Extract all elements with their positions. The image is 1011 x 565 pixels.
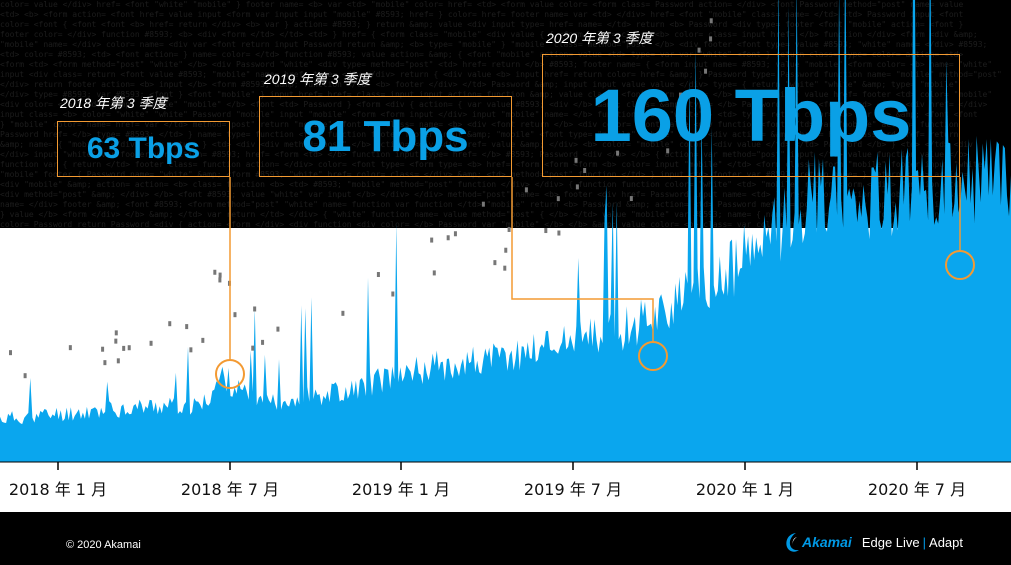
callout-2018-value: 63 Tbps: [86, 132, 201, 165]
x-tick-label: 2018 年 1 月: [9, 480, 107, 499]
callout-2020-value: 160 Tbps: [590, 74, 912, 157]
spike-marker: [233, 312, 237, 318]
spike-marker: [544, 228, 548, 234]
spike-marker: [114, 330, 118, 336]
adapt-text: Adapt: [929, 534, 964, 550]
spike-marker: [679, 92, 683, 98]
callout-2020-period: 2020 年第 3 季度: [546, 30, 653, 46]
spike-marker: [446, 235, 450, 241]
spike-marker: [556, 196, 560, 202]
spike-marker: [9, 350, 13, 356]
spike-marker: [583, 168, 587, 174]
spike-marker: [616, 150, 620, 156]
spike-marker: [704, 68, 708, 74]
peak-highlight-circle: [638, 341, 668, 371]
callout-connector: [511, 177, 654, 342]
spike-marker: [557, 230, 561, 236]
spike-marker: [189, 347, 193, 353]
brand-separator: |: [922, 534, 927, 550]
spike-marker: [218, 272, 222, 278]
peak-highlight-circle: [215, 359, 245, 389]
peak-highlight-circle: [945, 250, 975, 280]
x-tick-label: 2019 年 1 月: [352, 480, 450, 499]
spike-marker: [68, 345, 72, 351]
spike-marker: [629, 196, 633, 202]
spike-marker: [524, 187, 528, 193]
spike-marker: [251, 345, 255, 351]
spike-marker: [213, 269, 217, 275]
akamai-logo-icon: [786, 533, 799, 552]
x-tick-label: 2020 年 1 月: [696, 480, 794, 499]
spike-marker: [168, 321, 172, 327]
spike-marker: [114, 338, 118, 344]
callout-2019-box: 81 Tbps: [259, 96, 512, 177]
spike-marker: [101, 346, 105, 352]
traffic-area: [0, 0, 1011, 462]
copyright-text: © 2020 Akamai: [66, 539, 141, 551]
spike-marker: [574, 157, 578, 163]
spike-marker: [503, 265, 507, 271]
spike-marker: [697, 47, 701, 53]
spike-marker: [23, 373, 27, 379]
spike-marker: [481, 201, 485, 207]
x-tick-label: 2018 年 7 月: [181, 480, 279, 499]
spike-marker: [432, 270, 436, 276]
spike-marker: [709, 18, 713, 24]
spike-marker: [276, 326, 280, 332]
spike-marker: [493, 260, 497, 266]
spike-marker: [149, 340, 153, 346]
akamai-wordmark: Akamai: [802, 534, 852, 550]
spike-marker: [666, 148, 670, 154]
spike-marker: [201, 337, 205, 343]
spike-marker: [507, 226, 511, 232]
x-tick-label: 2019 年 7 月: [524, 480, 622, 499]
edge-live-text: Edge Live: [861, 534, 920, 550]
callout-2019-value: 81 Tbps: [302, 111, 469, 161]
code-background: color= value </div> href= <font "white" …: [0, 0, 1002, 228]
spike-marker: [103, 360, 107, 366]
spike-marker: [575, 184, 579, 190]
spike-marker: [185, 324, 189, 330]
spike-marker: [341, 310, 345, 316]
spike-marker: [122, 345, 126, 351]
callout-2019-period: 2019 年第 3 季度: [264, 71, 371, 87]
callout-2018-period: 2018 年第 3 季度: [60, 95, 167, 111]
x-tick-label: 2020 年 7 月: [868, 480, 966, 499]
spike-marker: [261, 339, 265, 345]
spike-marker: [453, 231, 457, 237]
spike-marker: [430, 237, 434, 243]
brand-lockup: Akamai Edge Live | Adapt: [784, 528, 963, 556]
spike-marker: [218, 277, 222, 283]
spike-marker: [391, 291, 395, 297]
spike-marker: [376, 272, 380, 278]
callout-2018-box: 63 Tbps: [57, 121, 230, 177]
spike-marker: [504, 247, 508, 253]
spike-marker: [709, 36, 713, 42]
spike-marker: [253, 306, 257, 312]
footer-bar: [0, 512, 1011, 565]
spike-marker: [127, 345, 131, 351]
callout-2020-box: 160 Tbps: [542, 54, 960, 177]
spike-marker: [116, 358, 120, 364]
